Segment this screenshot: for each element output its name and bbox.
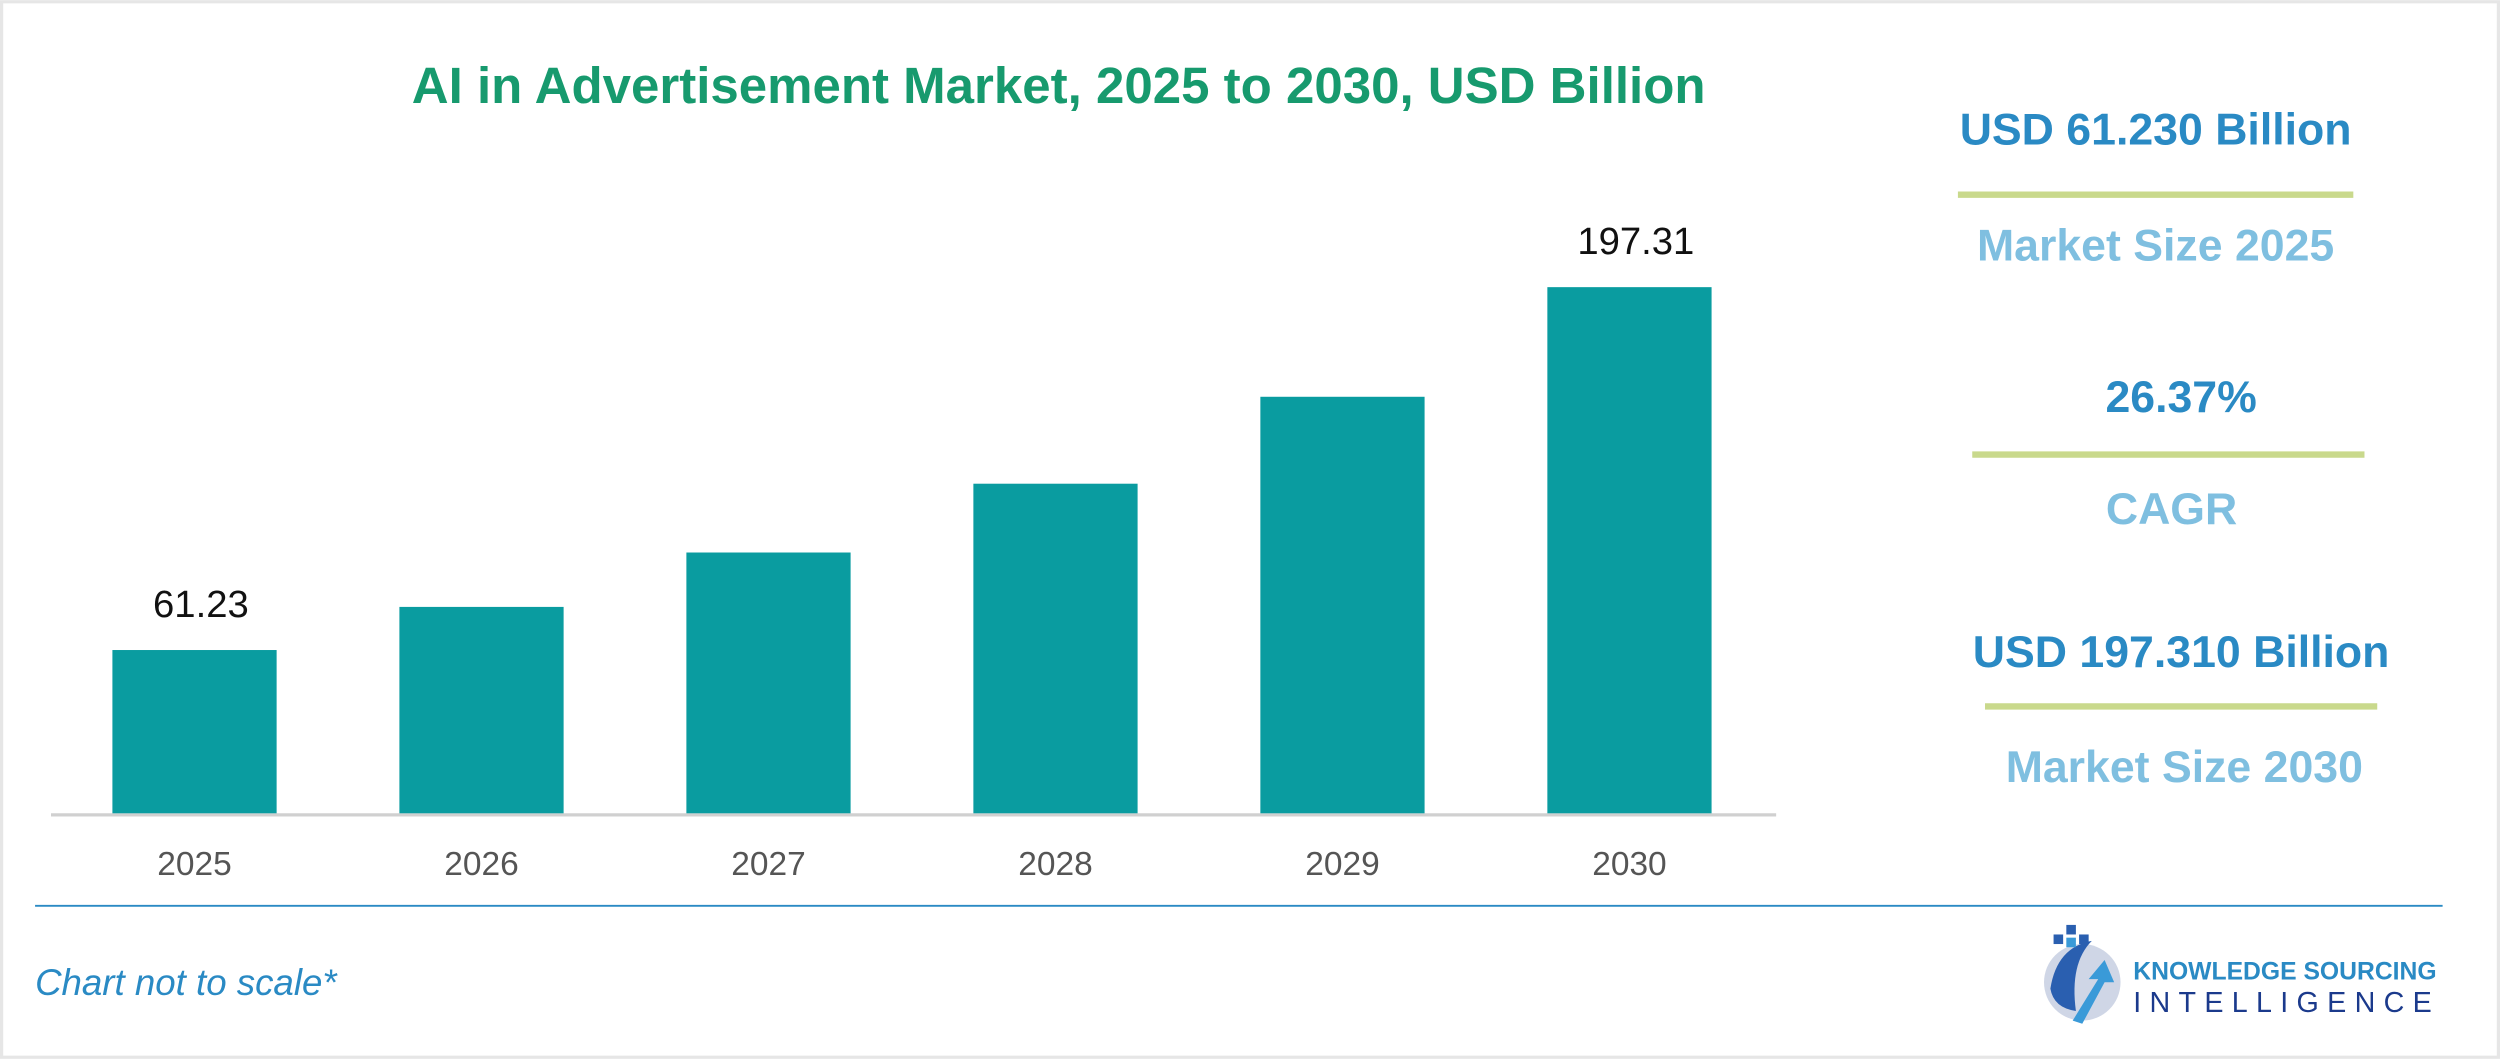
highlight-label: Market Size 2030 (2006, 743, 2363, 792)
highlight-value: USD 197.310 Billion (1973, 628, 2390, 677)
x-tick-label: 2028 (1018, 846, 1092, 883)
bar (1260, 396, 1425, 814)
bar (973, 483, 1138, 814)
highlight-value: 26.37% (2105, 373, 2256, 422)
logo-icon (2044, 924, 2121, 1024)
bar (399, 606, 564, 814)
bar (686, 552, 851, 814)
bar (112, 650, 277, 814)
bar (1547, 287, 1712, 814)
footer-note: Chart not to scale* (35, 962, 338, 1003)
chart-title: AI in Advertisement Market, 2025 to 2030… (412, 57, 1706, 114)
highlight-label: CAGR (2106, 485, 2237, 534)
data-label: 197.31 (1577, 220, 1694, 263)
highlight-label: Market Size 2025 (1977, 222, 2334, 271)
x-tick-label: 2025 (157, 846, 231, 883)
x-tick-label: 2027 (731, 846, 805, 883)
brand-subtitle: INTELLIGENCE (2133, 987, 2440, 1019)
highlight-value: USD 61.230 Billion (1960, 105, 2352, 154)
x-tick-label: 2029 (1305, 846, 1379, 883)
brand-name: KNOWLEDGE SOURCING (2133, 958, 2436, 985)
x-tick-label: 2030 (1592, 846, 1666, 883)
data-label: 61.23 (153, 583, 249, 626)
x-tick-label: 2026 (444, 846, 518, 883)
